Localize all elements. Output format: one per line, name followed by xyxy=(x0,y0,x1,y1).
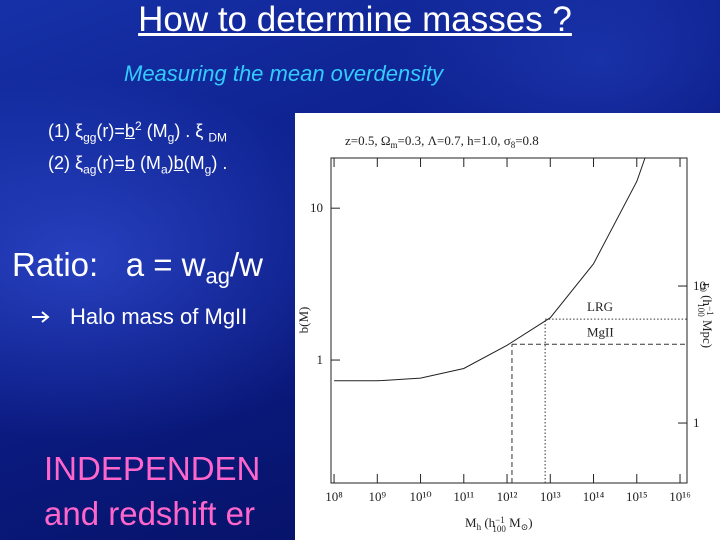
arrow-icon xyxy=(32,311,50,323)
param-part: m xyxy=(391,140,398,150)
y-axis-label: b(M) xyxy=(296,307,311,334)
y2-axis-label: r0 (h−1100 Mpc) xyxy=(696,283,715,348)
x-tick-label: 10¹⁰ xyxy=(409,489,431,504)
x-tick-label: 10¹² xyxy=(497,489,518,504)
x-tick-label: 10⁹ xyxy=(369,489,387,504)
label-part: h xyxy=(477,522,482,532)
eq-part: (M xyxy=(183,153,205,173)
eq-part: (M xyxy=(134,153,161,173)
figure: z=0.5, Ωm=0.3, Λ=0.7, h=1.0, σ8=0.8 b(M)… xyxy=(295,113,720,540)
ratio-part: /w xyxy=(230,246,263,283)
x-tick-label: 10¹¹ xyxy=(453,489,474,504)
y-tick-label: 10 xyxy=(310,200,323,215)
eq-part: (r)= xyxy=(96,153,125,173)
param-part: z=0.5, Ω xyxy=(345,133,391,148)
x-tick-label: 10¹⁶ xyxy=(669,489,690,504)
label-part: M xyxy=(506,515,521,530)
eq-part: 2 xyxy=(134,119,142,133)
x-tick-label: 10¹⁵ xyxy=(626,489,647,504)
eq-part: b xyxy=(124,121,135,141)
label-part: 100 xyxy=(696,303,706,317)
eq-part: g xyxy=(204,162,212,177)
label-part: M xyxy=(465,515,477,530)
eq-part: DM xyxy=(208,130,228,145)
eq-part: ag xyxy=(83,162,97,177)
equation: (2) ξag(r)=b (Ma)b(Mg) . xyxy=(48,153,227,177)
eq-part: a xyxy=(160,162,168,177)
eq-part: (1) ξ xyxy=(48,121,84,141)
eq-part: (r)= xyxy=(96,121,125,141)
eq-part: ) . xyxy=(211,153,228,173)
plot-frame xyxy=(330,157,688,484)
y-tick-label: 1 xyxy=(317,352,324,367)
eq-part: (M xyxy=(141,121,168,141)
label-part: ) xyxy=(528,515,532,530)
label-part: −1 xyxy=(495,515,504,525)
x-tick-label: 10¹³ xyxy=(540,489,561,504)
footer-text: and redshift er xyxy=(44,495,255,532)
param-part: =0.3, Λ=0.7, h=1.0, σ xyxy=(398,133,511,148)
x-tick-label: 10⁸ xyxy=(325,489,343,504)
slide-subtitle: Measuring the mean overdensity xyxy=(124,61,444,86)
figure-params: z=0.5, Ωm=0.3, Λ=0.7, h=1.0, σ8=0.8 xyxy=(345,133,539,150)
bias-curve xyxy=(334,158,646,382)
reference-label: LRG xyxy=(587,299,613,314)
ratio-part: Ratio: a = w xyxy=(12,246,206,283)
eq-part: ) xyxy=(167,153,174,173)
x-tick-label: 10¹⁴ xyxy=(583,489,605,504)
ratio-line: Ratio: a = wag/w xyxy=(12,246,263,290)
eq-part: gg xyxy=(83,130,97,145)
figure-background xyxy=(295,113,720,540)
eq-part: g xyxy=(167,130,175,145)
eq-part: b xyxy=(124,153,135,173)
y2-tick-label: 1 xyxy=(693,415,700,430)
label-part: r xyxy=(700,283,715,288)
slide-title: How to determine masses ? xyxy=(138,0,572,39)
eq-part: (2) ξ xyxy=(48,153,84,173)
label-part: 100 xyxy=(492,524,506,534)
param-part: =0.8 xyxy=(515,133,539,148)
ratio-part: ag xyxy=(205,263,230,289)
equation: (1) ξgg(r)=b2 (Mg) . ξ DM xyxy=(48,119,227,145)
bullet-text: Halo mass of MgII xyxy=(70,304,248,329)
eq-part: b xyxy=(173,153,184,173)
label-part: 0 xyxy=(698,287,708,292)
label-part: (h xyxy=(700,292,715,307)
label-part: (h xyxy=(481,515,496,530)
y2-tick-label: 10 xyxy=(693,278,706,293)
param-part: 8 xyxy=(511,140,516,150)
label-part: Mpc) xyxy=(700,317,715,348)
label-part: ⊙ xyxy=(521,522,529,532)
reference-label: MgII xyxy=(587,324,614,339)
eq-part: ) . ξ xyxy=(174,121,209,141)
x-axis-label: Mh (h−1 100 M⊙) xyxy=(465,515,533,534)
label-part: −1 xyxy=(705,306,715,315)
footer-text: INDEPENDEN xyxy=(44,450,261,487)
